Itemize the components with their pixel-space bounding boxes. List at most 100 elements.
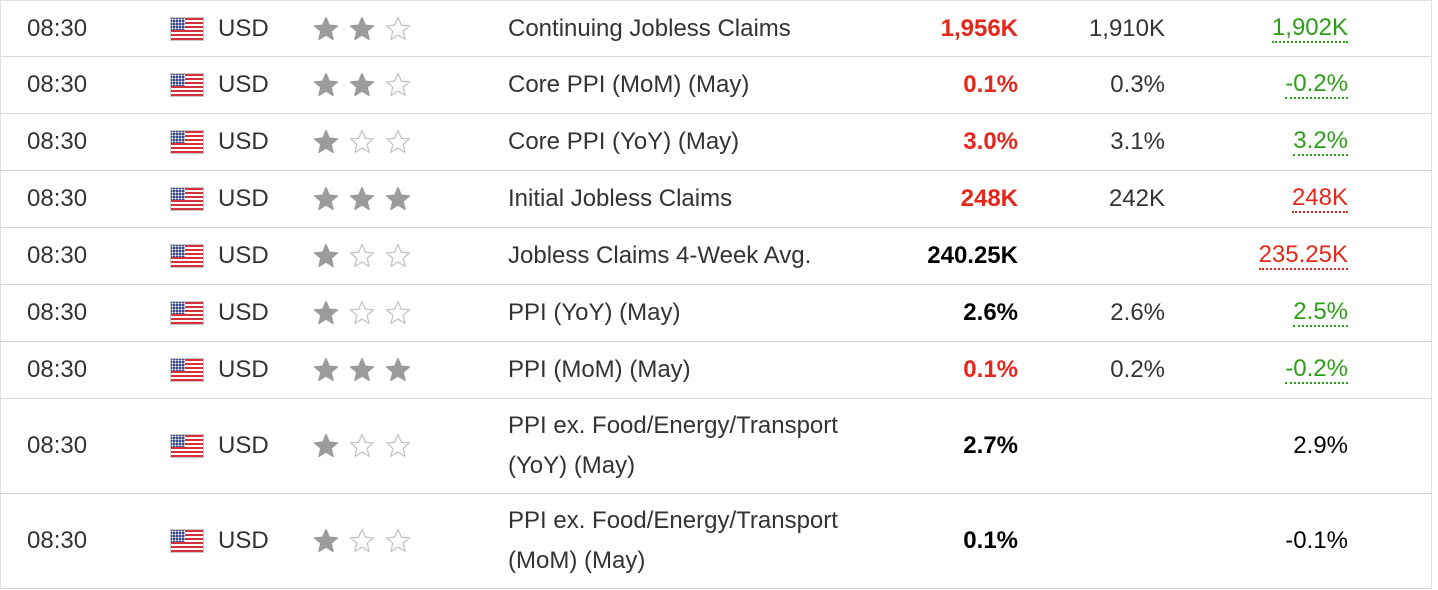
actual-value: 248K	[960, 185, 1018, 212]
previous-value-cell: 3.2%	[1181, 114, 1348, 170]
star-filled-icon	[313, 186, 339, 211]
forecast-value: 242K	[1108, 185, 1165, 212]
flag-cell	[171, 228, 203, 284]
flag-cell	[171, 399, 203, 493]
star-filled-icon	[313, 357, 339, 382]
event-name[interactable]: PPI ex. Food/Energy/Transport (YoY) (May…	[508, 412, 838, 479]
star-filled-icon	[385, 186, 411, 211]
star-filled-icon	[349, 16, 375, 40]
star-empty-icon	[385, 433, 411, 458]
star-empty-icon	[385, 72, 411, 97]
us-flag-icon	[171, 359, 203, 381]
star-empty-icon	[385, 528, 411, 553]
table-row[interactable]: 08:30 USD PPI (YoY) (May) 2.6% 2.6% 2.5%	[0, 285, 1432, 342]
event-time: 08:30	[27, 299, 88, 326]
currency-code: USD	[218, 527, 269, 554]
currency-code: USD	[218, 432, 269, 459]
importance-rating	[312, 285, 432, 341]
previous-value[interactable]: -0.2%	[1285, 70, 1348, 99]
star-filled-icon	[313, 528, 339, 553]
table-row[interactable]: 08:30 USD Core PPI (MoM) (May) 0.1% 0.3% -0.2…	[0, 57, 1432, 114]
event-time: 08:30	[27, 128, 88, 155]
event-name[interactable]: PPI (YoY) (May)	[508, 299, 681, 326]
previous-value[interactable]: -0.2%	[1285, 355, 1348, 384]
star-filled-icon	[349, 72, 375, 97]
star-empty-icon	[385, 16, 411, 40]
flag-cell	[171, 1, 203, 56]
previous-value[interactable]: 248K	[1291, 184, 1348, 213]
previous-value-cell: 2.9%	[1181, 399, 1348, 493]
event-name[interactable]: Core PPI (YoY) (May)	[508, 128, 740, 155]
actual-value: 0.1%	[963, 71, 1018, 98]
forecast-value: 2.6%	[1110, 299, 1165, 326]
currency-code: USD	[218, 356, 269, 383]
event-time: 08:30	[27, 71, 88, 98]
table-row[interactable]: 08:30 USD PPI (MoM) (May) 0.1% 0.2% -0.2%	[0, 342, 1432, 399]
forecast-value	[1031, 228, 1165, 284]
us-flag-icon	[171, 435, 203, 457]
star-filled-icon	[313, 129, 339, 154]
table-row[interactable]: 08:30 USD Jobless Claims 4-Week Avg. 240.25…	[0, 228, 1432, 285]
table-row[interactable]: 08:30 USD Continuing Jobless Claims 1,956K 1…	[0, 0, 1432, 57]
flag-cell	[171, 494, 203, 588]
star-empty-icon	[349, 129, 375, 154]
star-empty-icon	[385, 129, 411, 154]
actual-value: 0.1%	[963, 527, 1018, 554]
event-name[interactable]: Initial Jobless Claims	[508, 185, 733, 212]
importance-rating	[312, 494, 432, 588]
flag-cell	[171, 171, 203, 227]
actual-value: 2.6%	[963, 299, 1018, 326]
actual-value: 240.25K	[927, 242, 1018, 269]
previous-value-cell: 235.25K	[1181, 228, 1348, 284]
previous-value[interactable]: 3.2%	[1293, 127, 1348, 156]
forecast-value: 0.3%	[1110, 71, 1165, 98]
event-name[interactable]: Core PPI (MoM) (May)	[508, 71, 750, 98]
star-empty-icon	[349, 243, 375, 268]
forecast-value: 1,910K	[1088, 14, 1165, 42]
previous-value[interactable]: 1,902K	[1271, 13, 1348, 43]
event-name[interactable]: PPI ex. Food/Energy/Transport (MoM) (May…	[508, 507, 838, 574]
star-filled-icon	[349, 186, 375, 211]
table-row[interactable]: 08:30 USD PPI ex. Food/Energy/Transport (M…	[0, 494, 1432, 589]
star-filled-icon	[349, 357, 375, 382]
importance-rating	[312, 228, 432, 284]
star-filled-icon	[313, 433, 339, 458]
event-name[interactable]: PPI (MoM) (May)	[508, 356, 691, 383]
star-empty-icon	[349, 528, 375, 553]
importance-rating	[312, 399, 432, 493]
importance-rating	[312, 1, 432, 56]
forecast-value: 3.1%	[1110, 128, 1165, 155]
us-flag-icon	[171, 530, 203, 552]
flag-cell	[171, 285, 203, 341]
actual-value: 2.7%	[963, 432, 1018, 459]
table-row[interactable]: 08:30 USD PPI ex. Food/Energy/Transport (Y…	[0, 399, 1432, 494]
us-flag-icon	[171, 74, 203, 96]
previous-value[interactable]: 2.5%	[1293, 298, 1348, 327]
importance-rating	[312, 114, 432, 170]
star-filled-icon	[313, 16, 339, 40]
table-row[interactable]: 08:30 USD Initial Jobless Claims 248K 242K 24…	[0, 171, 1432, 228]
flag-cell	[171, 114, 203, 170]
event-name[interactable]: Continuing Jobless Claims	[508, 14, 791, 42]
flag-cell	[171, 57, 203, 113]
event-time: 08:30	[27, 527, 88, 554]
us-flag-icon	[171, 188, 203, 210]
importance-rating	[312, 342, 432, 398]
previous-value[interactable]: 235.25K	[1258, 241, 1348, 270]
event-time: 08:30	[27, 185, 88, 212]
us-flag-icon	[171, 131, 203, 153]
star-filled-icon	[313, 300, 339, 325]
table-row[interactable]: 08:30 USD Core PPI (YoY) (May) 3.0% 3.1% 3.2%	[0, 114, 1432, 171]
event-time: 08:30	[27, 356, 88, 383]
star-filled-icon	[385, 357, 411, 382]
currency-code: USD	[218, 14, 269, 42]
previous-value-cell: -0.2%	[1181, 342, 1348, 398]
importance-rating	[312, 57, 432, 113]
event-time: 08:30	[27, 14, 88, 42]
forecast-value: 0.2%	[1110, 356, 1165, 383]
importance-rating	[312, 171, 432, 227]
event-name[interactable]: Jobless Claims 4-Week Avg.	[508, 242, 812, 269]
star-empty-icon	[349, 433, 375, 458]
star-filled-icon	[313, 243, 339, 268]
